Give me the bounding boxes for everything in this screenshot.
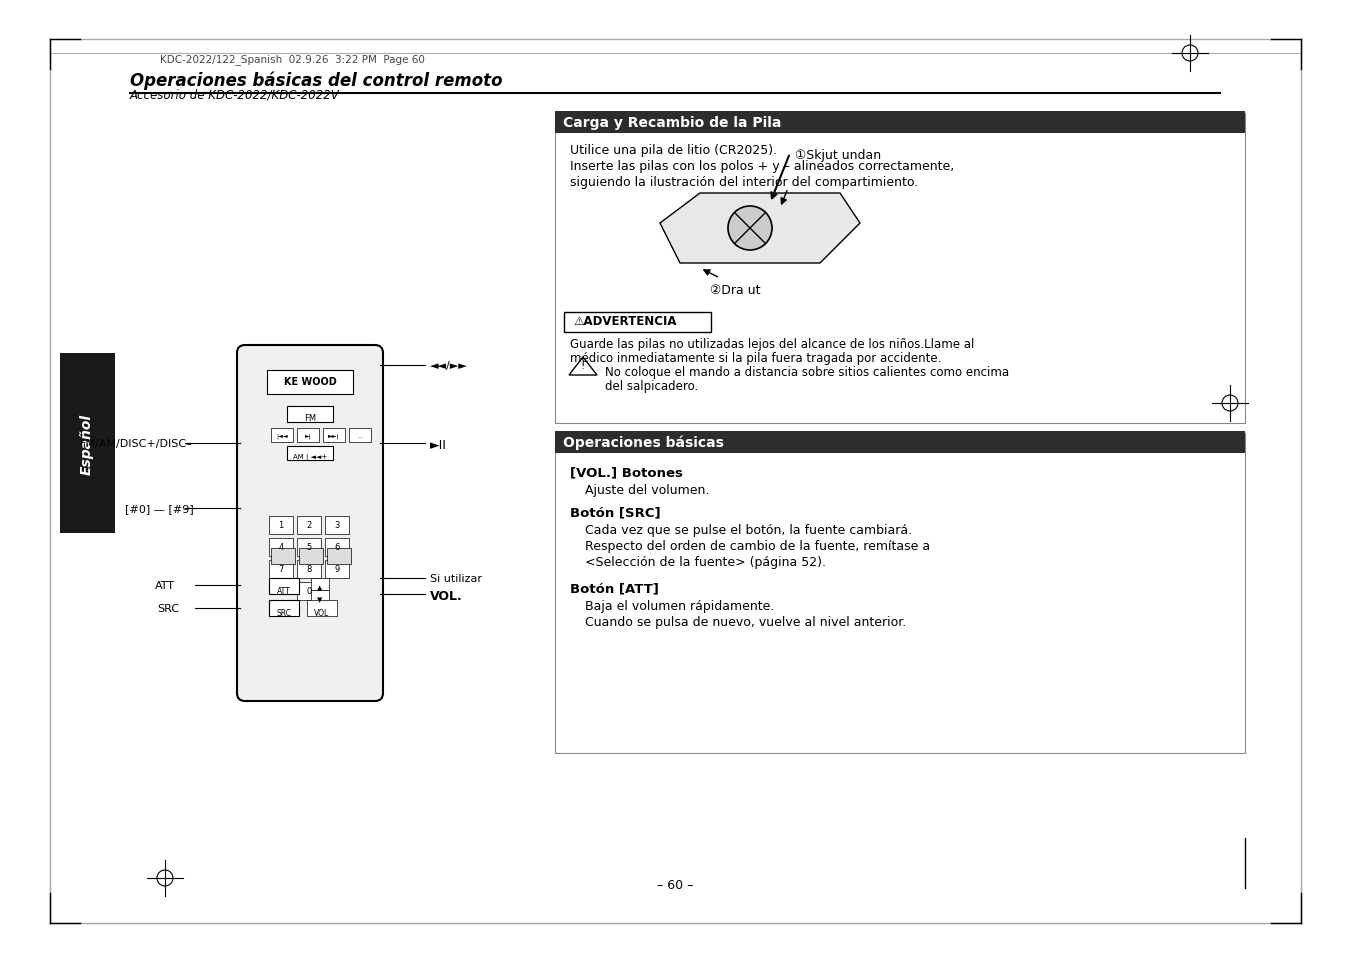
Text: médico inmediatamente si la pila fuera tragada por accidente.: médico inmediatamente si la pila fuera t… bbox=[570, 352, 942, 365]
Text: Carga y Recambio de la Pila: Carga y Recambio de la Pila bbox=[563, 116, 781, 130]
Text: ►|: ►| bbox=[304, 433, 312, 438]
Text: Ajuste del volumen.: Ajuste del volumen. bbox=[585, 483, 709, 497]
Text: – 60 –: – 60 – bbox=[657, 878, 693, 891]
Text: ...: ... bbox=[357, 433, 363, 438]
FancyBboxPatch shape bbox=[286, 447, 332, 460]
FancyBboxPatch shape bbox=[327, 548, 351, 564]
FancyBboxPatch shape bbox=[269, 578, 299, 595]
Text: FM: FM bbox=[304, 414, 316, 422]
Text: Cada vez que se pulse el botón, la fuente cambiará.: Cada vez que se pulse el botón, la fuent… bbox=[585, 523, 912, 537]
FancyBboxPatch shape bbox=[307, 600, 336, 617]
Text: Baja el volumen rápidamente.: Baja el volumen rápidamente. bbox=[585, 599, 774, 613]
Text: Utilice una pila de litio (CR2025).: Utilice una pila de litio (CR2025). bbox=[570, 144, 777, 157]
Text: Botón [SRC]: Botón [SRC] bbox=[570, 505, 661, 518]
Text: ATT: ATT bbox=[155, 580, 176, 590]
FancyBboxPatch shape bbox=[555, 432, 1246, 454]
Text: 0: 0 bbox=[307, 587, 312, 596]
FancyBboxPatch shape bbox=[272, 429, 293, 442]
Polygon shape bbox=[661, 193, 861, 264]
FancyBboxPatch shape bbox=[326, 560, 349, 578]
Text: Respecto del orden de cambio de la fuente, remítase a: Respecto del orden de cambio de la fuent… bbox=[585, 539, 929, 553]
Text: FM/AM/DISC+/DISC–: FM/AM/DISC+/DISC– bbox=[80, 438, 193, 449]
Text: VOL: VOL bbox=[315, 608, 330, 618]
FancyBboxPatch shape bbox=[269, 560, 293, 578]
FancyBboxPatch shape bbox=[269, 517, 293, 535]
Text: Cuando se pulsa de nuevo, vuelve al nivel anterior.: Cuando se pulsa de nuevo, vuelve al nive… bbox=[585, 616, 907, 628]
FancyBboxPatch shape bbox=[349, 429, 372, 442]
Text: 2: 2 bbox=[307, 521, 312, 530]
FancyBboxPatch shape bbox=[297, 517, 322, 535]
FancyBboxPatch shape bbox=[269, 600, 299, 617]
Text: ►II: ►II bbox=[430, 438, 447, 452]
FancyBboxPatch shape bbox=[272, 548, 295, 564]
Text: 4: 4 bbox=[278, 543, 284, 552]
Polygon shape bbox=[569, 357, 597, 375]
Text: ►►|: ►►| bbox=[328, 433, 340, 438]
Text: Guarde las pilas no utilizadas lejos del alcance de los niños.Llame al: Guarde las pilas no utilizadas lejos del… bbox=[570, 337, 974, 351]
FancyBboxPatch shape bbox=[311, 590, 330, 602]
FancyBboxPatch shape bbox=[297, 538, 322, 557]
FancyBboxPatch shape bbox=[297, 429, 319, 442]
Text: SRC: SRC bbox=[157, 603, 180, 614]
FancyBboxPatch shape bbox=[555, 113, 1246, 423]
FancyBboxPatch shape bbox=[326, 517, 349, 535]
FancyBboxPatch shape bbox=[269, 538, 293, 557]
Text: KE WOOD: KE WOOD bbox=[284, 376, 336, 387]
Text: ▲: ▲ bbox=[317, 584, 323, 590]
Text: No coloque el mando a distancia sobre sitios calientes como encima: No coloque el mando a distancia sobre si… bbox=[605, 366, 1009, 378]
Text: ②Dra ut: ②Dra ut bbox=[711, 284, 761, 296]
Circle shape bbox=[728, 207, 771, 251]
Text: SRC: SRC bbox=[277, 608, 292, 618]
Text: ATT: ATT bbox=[277, 586, 290, 596]
FancyBboxPatch shape bbox=[563, 313, 711, 333]
Text: ⚠ADVERTENCIA: ⚠ADVERTENCIA bbox=[573, 314, 677, 328]
FancyBboxPatch shape bbox=[267, 371, 353, 395]
Text: 7: 7 bbox=[278, 565, 284, 574]
Text: |◄◄: |◄◄ bbox=[276, 433, 288, 438]
Text: [VOL.] Botones: [VOL.] Botones bbox=[570, 465, 682, 478]
Text: ◄◄/►►: ◄◄/►► bbox=[430, 360, 467, 371]
FancyBboxPatch shape bbox=[236, 346, 382, 701]
Text: ▼: ▼ bbox=[317, 597, 323, 602]
Text: siguiendo la ilustración del interior del compartimiento.: siguiendo la ilustración del interior de… bbox=[570, 175, 919, 189]
Text: Operaciones básicas: Operaciones básicas bbox=[563, 436, 724, 450]
Text: VOL.: VOL. bbox=[430, 589, 463, 602]
Text: 1: 1 bbox=[278, 521, 284, 530]
Text: 6: 6 bbox=[334, 543, 339, 552]
Text: AM | ◄◄+: AM | ◄◄+ bbox=[293, 454, 327, 460]
FancyBboxPatch shape bbox=[555, 434, 1246, 753]
Text: 5: 5 bbox=[307, 543, 312, 552]
Text: Operaciones básicas del control remoto: Operaciones básicas del control remoto bbox=[130, 71, 503, 91]
FancyBboxPatch shape bbox=[297, 582, 322, 600]
FancyBboxPatch shape bbox=[59, 354, 115, 534]
Text: 9: 9 bbox=[335, 565, 339, 574]
FancyBboxPatch shape bbox=[326, 538, 349, 557]
FancyBboxPatch shape bbox=[286, 407, 332, 422]
Text: ①Skjut undan: ①Skjut undan bbox=[794, 149, 881, 162]
FancyBboxPatch shape bbox=[297, 560, 322, 578]
Text: Si utilizar: Si utilizar bbox=[430, 574, 482, 583]
Text: Inserte las pilas con los polos + y – alineados correctamente,: Inserte las pilas con los polos + y – al… bbox=[570, 160, 954, 172]
FancyBboxPatch shape bbox=[555, 112, 1246, 133]
Text: KDC-2022/122_Spanish  02.9.26  3:22 PM  Page 60: KDC-2022/122_Spanish 02.9.26 3:22 PM Pag… bbox=[159, 54, 424, 65]
Text: !: ! bbox=[581, 360, 585, 371]
Text: 3: 3 bbox=[334, 521, 339, 530]
Text: del salpicadero.: del salpicadero. bbox=[605, 379, 698, 393]
Text: [#0] — [#9]: [#0] — [#9] bbox=[126, 503, 193, 514]
FancyBboxPatch shape bbox=[50, 40, 1301, 923]
FancyBboxPatch shape bbox=[311, 578, 330, 590]
Text: Español: Español bbox=[80, 413, 95, 474]
Text: <Selección de la fuente> (página 52).: <Selección de la fuente> (página 52). bbox=[585, 556, 825, 568]
Text: 8: 8 bbox=[307, 565, 312, 574]
FancyBboxPatch shape bbox=[299, 548, 323, 564]
Text: Botón [ATT]: Botón [ATT] bbox=[570, 581, 659, 595]
FancyBboxPatch shape bbox=[323, 429, 345, 442]
Text: Accesorio de KDC-2022/KDC-2022V: Accesorio de KDC-2022/KDC-2022V bbox=[130, 89, 339, 102]
